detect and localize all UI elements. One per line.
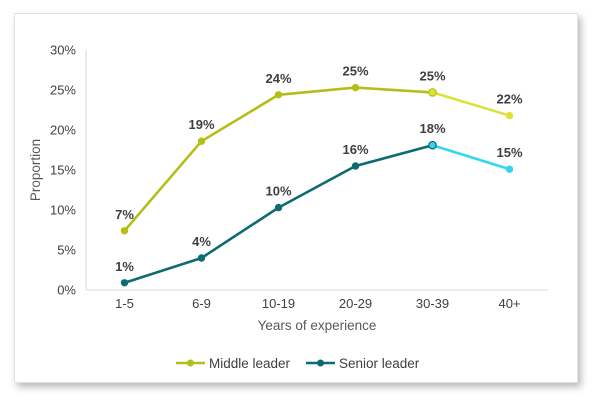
x-tick-label: 30-39	[416, 296, 449, 311]
y-tick-labels: 0% 5% 10% 15% 20% 25% 30%	[50, 43, 76, 298]
data-point-middle-leader[interactable]	[505, 111, 514, 120]
data-label-senior-leader: 4%	[192, 234, 211, 249]
series-line-segment-middle-leader	[354, 86, 434, 94]
data-label-middle-leader: 25%	[419, 68, 445, 83]
series-line-segment-senior-leader	[354, 143, 434, 168]
y-tick-label: 0%	[57, 283, 76, 298]
series-layer	[120, 83, 514, 287]
data-point-senior-leader[interactable]	[274, 203, 283, 212]
series-line-segment-senior-leader	[200, 206, 280, 260]
data-label-senior-leader: 1%	[115, 259, 134, 274]
series-line-segment-middle-leader	[123, 139, 203, 233]
data-label-middle-leader: 24%	[265, 71, 291, 86]
series-line-segment-middle-leader	[277, 86, 357, 97]
legend-label-middle-leader: Middle leader	[209, 356, 291, 371]
data-point-middle-leader[interactable]	[351, 83, 360, 92]
data-label-middle-leader: 25%	[342, 64, 368, 79]
x-tick-label: 20-29	[339, 296, 372, 311]
series-line-segment-senior-leader	[123, 256, 203, 285]
legend: Middle leader Senior leader	[176, 356, 420, 371]
data-label-middle-leader: 7%	[115, 207, 134, 222]
data-point-senior-leader[interactable]	[428, 140, 437, 150]
data-point-middle-leader[interactable]	[120, 227, 129, 235]
y-tick-label: 5%	[57, 243, 76, 258]
legend-label-senior-leader: Senior leader	[339, 356, 420, 371]
legend-marker-senior-leader	[317, 359, 324, 367]
data-point-middle-leader[interactable]	[197, 137, 206, 145]
x-tick-label: 1-5	[115, 296, 134, 311]
y-tick-label: 30%	[50, 43, 76, 58]
y-tick-label: 20%	[50, 123, 76, 138]
legend-marker-middle-leader	[187, 359, 194, 367]
y-axis-title: Proportion	[28, 139, 43, 201]
x-tick-label: 6-9	[192, 296, 211, 311]
x-tick-labels: 1-5 6-9 10-19 20-29 30-39 40+	[115, 296, 520, 311]
x-axis-title: Years of experience	[258, 318, 377, 333]
data-labels: 7% 19% 24% 25% 25% 22% 1% 4% 10% 16% 18% 15%	[115, 64, 523, 274]
x-tick-label: 10-19	[262, 296, 295, 311]
legend-item-middle-leader[interactable]: Middle leader	[176, 356, 291, 371]
data-point-middle-leader[interactable]	[274, 91, 283, 99]
data-label-senior-leader: 15%	[496, 145, 522, 160]
data-point-senior-leader[interactable]	[351, 162, 360, 170]
data-label-middle-leader: 22%	[496, 92, 522, 107]
data-point-senior-leader[interactable]	[120, 279, 129, 287]
x-tick-label: 40+	[498, 296, 520, 311]
legend-item-senior-leader[interactable]: Senior leader	[306, 356, 420, 371]
y-tick-label: 10%	[50, 203, 76, 218]
y-tick-label: 15%	[50, 163, 76, 178]
series-line-segment-senior-leader	[431, 143, 511, 171]
data-point-middle-leader[interactable]	[428, 88, 437, 97]
series-line-segment-senior-leader	[277, 164, 357, 209]
y-tick-label: 25%	[50, 83, 76, 98]
data-label-senior-leader: 18%	[419, 121, 445, 136]
data-point-senior-leader[interactable]	[197, 254, 206, 262]
data-label-middle-leader: 19%	[188, 117, 214, 132]
data-label-senior-leader: 10%	[265, 184, 291, 199]
data-label-senior-leader: 16%	[342, 142, 368, 157]
data-point-senior-leader[interactable]	[505, 165, 514, 173]
series-line-segment-middle-leader	[431, 91, 511, 117]
series-line-segment-middle-leader	[200, 93, 280, 143]
